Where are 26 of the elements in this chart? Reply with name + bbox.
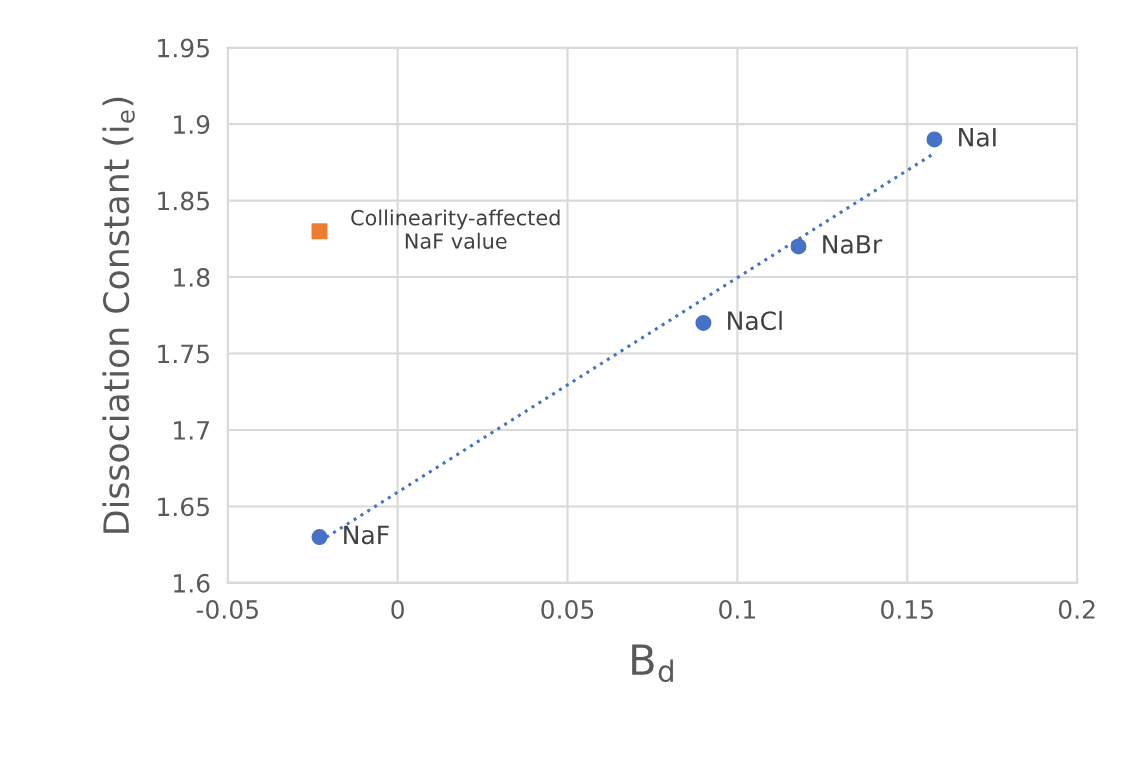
y-tick-label: 1.8	[174, 268, 210, 287]
y-tick-label: 1.6	[174, 573, 210, 593]
x-tick-label: 0.15	[881, 600, 933, 619]
y-tick-label: 1.65	[158, 497, 209, 517]
annotation: NaF	[344, 525, 389, 545]
point	[790, 238, 807, 255]
y-tick-label: 1.95	[158, 38, 209, 58]
x-tick-label: 0.1	[719, 600, 755, 619]
y-tick-label: 1.7	[174, 421, 209, 440]
y-tick-label: 1.9	[174, 115, 210, 134]
y-tick-label: 1.75	[158, 344, 209, 364]
x-tick-label: 0.2	[1058, 600, 1095, 619]
x-axis-title: B$_{d}$	[632, 644, 673, 683]
point	[311, 529, 328, 546]
annotation: NaBr	[823, 235, 883, 254]
x-tick-label: -0.05	[196, 600, 258, 619]
point	[926, 131, 943, 148]
point	[695, 314, 712, 331]
annotation: NaI	[959, 128, 996, 147]
x-tick-label: 0.05	[541, 600, 594, 619]
point	[311, 223, 328, 240]
y-axis-title: Dissociation Constant (i$_{e}$)	[102, 97, 135, 533]
x-tick-label: 0	[391, 600, 404, 619]
annotation: NaCl	[728, 310, 782, 331]
annotation: Collinearity-affected NaF value	[351, 209, 560, 249]
y-tick-label: 1.85	[158, 191, 209, 211]
